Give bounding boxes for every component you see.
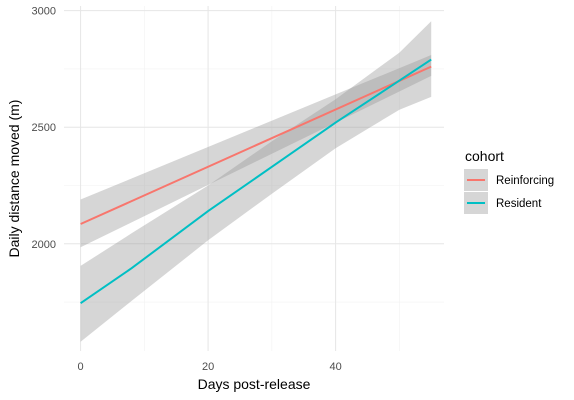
ci-ribbon-resident bbox=[80, 21, 432, 342]
x-axis-title: Days post-release bbox=[198, 376, 311, 392]
series-lines bbox=[80, 58, 432, 305]
y-axis-title: Daily distance moved (m) bbox=[6, 100, 22, 258]
tick-labels: 2000 2500 3000 0 20 40 bbox=[32, 6, 342, 373]
legend: cohort Reinforcing Resident bbox=[464, 148, 554, 214]
series-line-reinforcing bbox=[80, 65, 432, 225]
x-tick-label: 0 bbox=[78, 361, 84, 373]
x-tick-label: 40 bbox=[329, 361, 341, 373]
ci-ribbon-reinforcing bbox=[80, 55, 432, 248]
confidence-ribbons bbox=[80, 21, 432, 342]
grid-lines bbox=[64, 6, 444, 351]
y-tick-label: 3000 bbox=[32, 6, 56, 18]
series-line-resident bbox=[80, 58, 432, 305]
legend-title: cohort bbox=[465, 148, 504, 164]
legend-label-reinforcing: Reinforcing bbox=[496, 175, 554, 187]
legend-label-resident: Resident bbox=[496, 198, 542, 210]
x-tick-label: 20 bbox=[202, 361, 214, 373]
y-tick-label: 2500 bbox=[32, 122, 56, 134]
legend-keys: Reinforcing Resident bbox=[464, 169, 554, 214]
y-tick-label: 2000 bbox=[32, 239, 56, 251]
